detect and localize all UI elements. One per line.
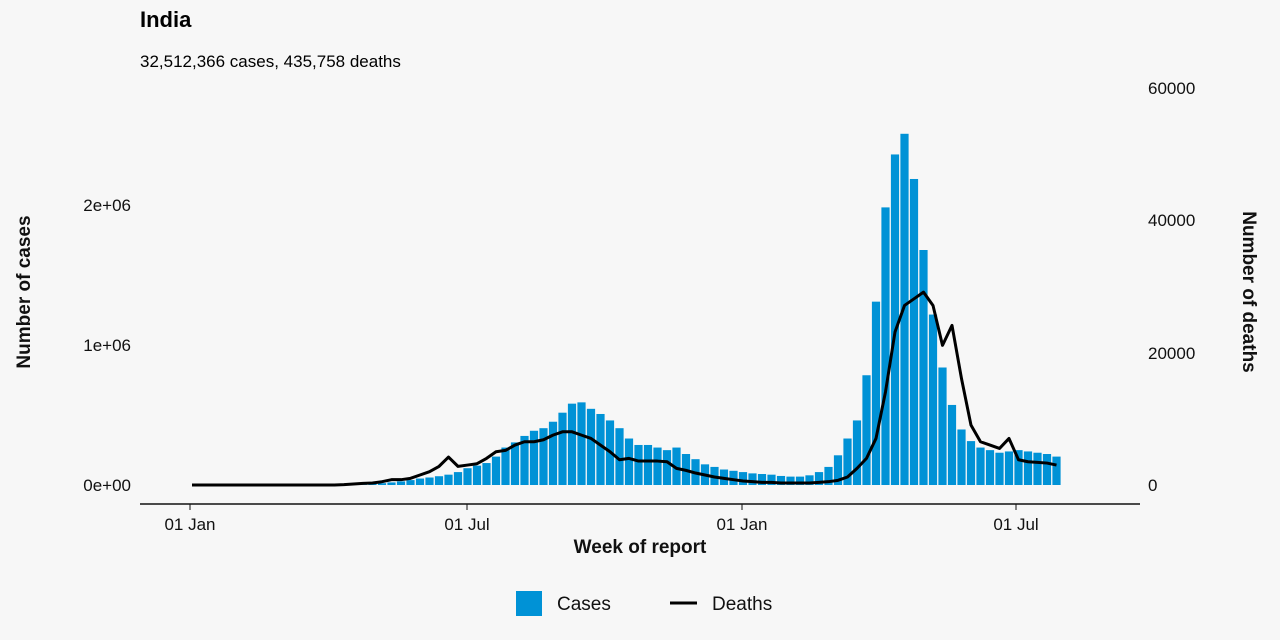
case-bar xyxy=(1052,456,1061,485)
case-bar xyxy=(786,476,795,485)
case-bar xyxy=(890,154,900,485)
case-bar xyxy=(957,429,966,485)
y-right-tick-label: 40000 xyxy=(1148,211,1195,230)
case-bar xyxy=(463,468,472,485)
case-bar xyxy=(662,450,672,485)
case-bar xyxy=(966,441,976,485)
case-bar xyxy=(748,473,757,485)
case-bar xyxy=(548,421,558,485)
case-bar xyxy=(653,447,662,485)
case-bar xyxy=(814,472,824,485)
case-bar xyxy=(396,481,406,485)
case-bar xyxy=(539,428,548,485)
legend: Cases Deaths xyxy=(516,591,772,616)
y-left-tick-label: 2e+06 xyxy=(83,196,131,215)
case-bar xyxy=(767,474,776,485)
x-tick-label: 01 Jan xyxy=(164,515,215,534)
case-bar xyxy=(729,470,738,485)
case-bar xyxy=(577,402,586,485)
case-bar xyxy=(995,452,1004,485)
case-bar xyxy=(919,250,928,485)
case-bar xyxy=(615,428,624,485)
case-bar xyxy=(586,408,596,485)
case-bar xyxy=(643,444,653,485)
y-right-tick-group: 0 20000 40000 60000 xyxy=(1148,79,1195,495)
legend-cases-label: Cases xyxy=(557,594,611,615)
case-bar xyxy=(881,207,890,485)
case-bar xyxy=(1042,454,1052,485)
chart-title: India xyxy=(140,7,192,32)
case-bar xyxy=(843,438,852,485)
x-tick-label: 01 Jul xyxy=(993,515,1038,534)
case-bar xyxy=(871,301,881,485)
case-bar xyxy=(947,404,957,485)
case-bar xyxy=(434,476,444,485)
case-bar xyxy=(415,478,425,485)
case-bar xyxy=(805,475,814,485)
x-axis-title: Week of report xyxy=(574,537,707,558)
case-bar xyxy=(520,435,529,485)
y-left-tick-label: 0e+00 xyxy=(83,476,131,495)
case-bar xyxy=(1023,451,1033,485)
case-bar xyxy=(852,420,862,485)
case-bar xyxy=(909,178,919,486)
chart-subtitle: 32,512,366 cases, 435,758 deaths xyxy=(140,52,401,71)
case-bar xyxy=(491,456,501,485)
case-bar xyxy=(1004,451,1014,485)
y-left-axis-title: Number of cases xyxy=(14,215,35,368)
case-bar xyxy=(406,480,415,485)
case-bar xyxy=(824,466,833,485)
case-bar xyxy=(529,430,539,485)
legend-deaths-label: Deaths xyxy=(712,594,772,615)
case-bar xyxy=(444,474,453,485)
case-bar xyxy=(558,412,567,485)
case-bar xyxy=(377,483,387,485)
y-right-tick-label: 20000 xyxy=(1148,344,1195,363)
case-bar xyxy=(453,472,463,485)
x-tick-label: 01 Jul xyxy=(444,515,489,534)
case-bar xyxy=(862,375,871,485)
case-bar xyxy=(833,455,843,485)
x-tick-label: 01 Jan xyxy=(716,515,767,534)
legend-cases-swatch xyxy=(516,591,542,616)
case-bar xyxy=(985,450,995,485)
case-bar xyxy=(738,472,748,485)
case-bar xyxy=(938,367,947,485)
deaths-line xyxy=(192,290,1057,487)
y-right-tick-label: 0 xyxy=(1148,476,1157,495)
case-bar xyxy=(472,465,482,485)
y-left-tick-group: 0e+00 1e+06 2e+06 xyxy=(83,196,131,495)
case-bar xyxy=(795,476,805,485)
case-bar xyxy=(776,475,786,485)
case-bar xyxy=(928,314,938,485)
case-bar xyxy=(624,438,634,485)
case-bar xyxy=(510,442,520,485)
case-bar xyxy=(1014,450,1023,485)
case-bar xyxy=(425,477,434,485)
case-bar xyxy=(634,444,643,485)
case-bar xyxy=(501,447,510,485)
case-bar xyxy=(596,413,605,485)
x-tick-group: 01 Jan 01 Jul 01 Jan 01 Jul xyxy=(164,504,1039,534)
y-left-tick-label: 1e+06 xyxy=(83,336,131,355)
case-bar xyxy=(672,447,681,485)
case-bars xyxy=(358,133,1061,486)
case-bar xyxy=(567,403,577,485)
case-bar xyxy=(976,447,985,485)
case-bar xyxy=(757,474,767,485)
y-right-axis-title: Number of deaths xyxy=(1238,211,1259,373)
case-bar xyxy=(1033,452,1042,485)
y-right-tick-label: 60000 xyxy=(1148,79,1195,98)
case-bar xyxy=(482,463,491,485)
case-bar xyxy=(387,482,396,485)
